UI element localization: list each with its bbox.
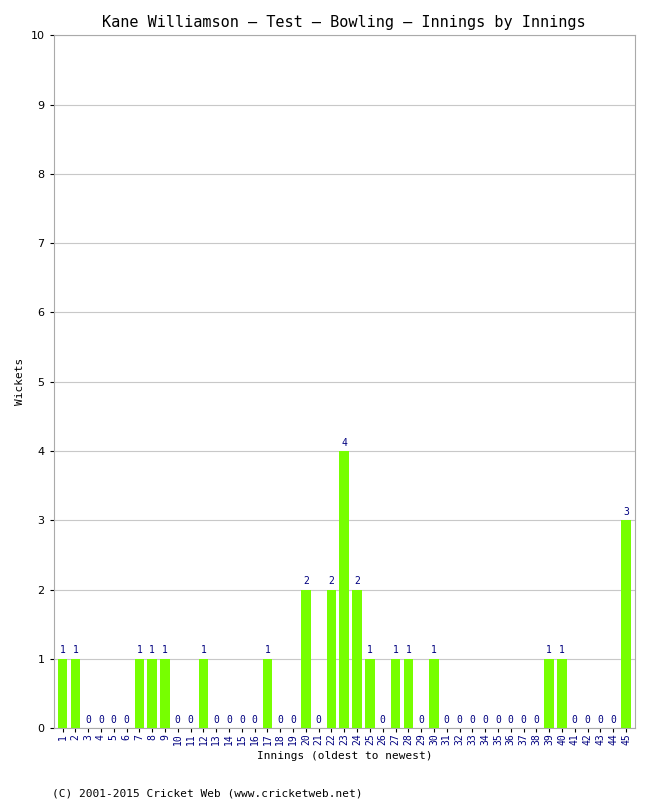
Text: 3: 3: [623, 507, 629, 517]
Bar: [199, 659, 208, 728]
Bar: [263, 659, 272, 728]
Text: 0: 0: [495, 714, 501, 725]
Text: 1: 1: [406, 646, 411, 655]
Text: 2: 2: [354, 576, 360, 586]
Text: 0: 0: [124, 714, 129, 725]
X-axis label: Innings (oldest to newest): Innings (oldest to newest): [257, 751, 432, 761]
Text: 1: 1: [60, 646, 66, 655]
Text: 0: 0: [597, 714, 603, 725]
Text: 0: 0: [482, 714, 488, 725]
Bar: [135, 659, 144, 728]
Text: 0: 0: [444, 714, 450, 725]
Text: 0: 0: [226, 714, 232, 725]
Bar: [391, 659, 400, 728]
Bar: [404, 659, 413, 728]
Bar: [339, 451, 349, 728]
Bar: [365, 659, 374, 728]
Text: 0: 0: [469, 714, 475, 725]
Text: 0: 0: [111, 714, 117, 725]
Text: 0: 0: [610, 714, 616, 725]
Bar: [545, 659, 554, 728]
Text: 1: 1: [546, 646, 552, 655]
Bar: [621, 520, 631, 728]
Text: 0: 0: [380, 714, 385, 725]
Text: 1: 1: [431, 646, 437, 655]
Text: 0: 0: [534, 714, 540, 725]
Text: 2: 2: [328, 576, 334, 586]
Text: 0: 0: [585, 714, 591, 725]
Text: 0: 0: [290, 714, 296, 725]
Text: 0: 0: [521, 714, 526, 725]
Bar: [301, 590, 311, 728]
Bar: [327, 590, 336, 728]
Text: 1: 1: [559, 646, 565, 655]
Text: 1: 1: [367, 646, 373, 655]
Bar: [160, 659, 170, 728]
Text: 0: 0: [188, 714, 194, 725]
Text: 1: 1: [136, 646, 142, 655]
Bar: [148, 659, 157, 728]
Text: 0: 0: [508, 714, 514, 725]
Text: 1: 1: [72, 646, 78, 655]
Text: 0: 0: [175, 714, 181, 725]
Bar: [429, 659, 439, 728]
Text: 0: 0: [98, 714, 104, 725]
Bar: [557, 659, 567, 728]
Title: Kane Williamson – Test – Bowling – Innings by Innings: Kane Williamson – Test – Bowling – Innin…: [103, 15, 586, 30]
Text: 0: 0: [85, 714, 91, 725]
Text: 0: 0: [316, 714, 322, 725]
Text: 1: 1: [265, 646, 270, 655]
Bar: [58, 659, 68, 728]
Text: 1: 1: [200, 646, 206, 655]
Text: 0: 0: [213, 714, 219, 725]
Text: 0: 0: [572, 714, 578, 725]
Text: 0: 0: [278, 714, 283, 725]
Text: 0: 0: [239, 714, 245, 725]
Text: 4: 4: [341, 438, 347, 447]
Text: 0: 0: [418, 714, 424, 725]
Text: 0: 0: [252, 714, 257, 725]
Bar: [71, 659, 80, 728]
Text: (C) 2001-2015 Cricket Web (www.cricketweb.net): (C) 2001-2015 Cricket Web (www.cricketwe…: [52, 788, 363, 798]
Y-axis label: Wickets: Wickets: [15, 358, 25, 406]
Bar: [352, 590, 362, 728]
Text: 1: 1: [393, 646, 398, 655]
Text: 0: 0: [456, 714, 463, 725]
Text: 1: 1: [150, 646, 155, 655]
Text: 1: 1: [162, 646, 168, 655]
Text: 2: 2: [303, 576, 309, 586]
